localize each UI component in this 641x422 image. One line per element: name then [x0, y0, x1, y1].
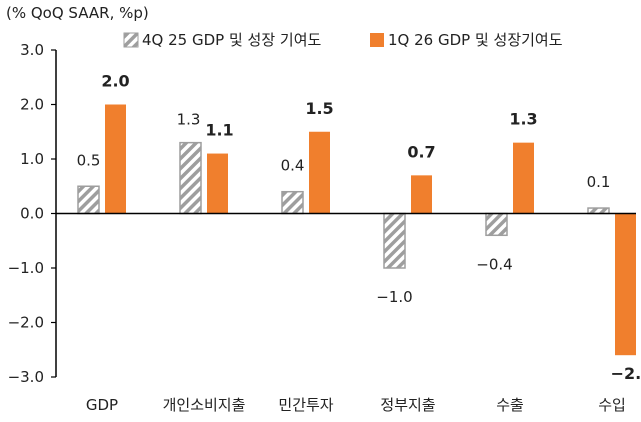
y-tick-label: −2.0 — [8, 314, 44, 332]
x-category-label: 개인소비지출 — [163, 396, 246, 414]
bar-1q26 — [105, 104, 126, 214]
data-label-4q25: 0.4 — [281, 157, 305, 175]
bars — [77, 104, 636, 356]
legend-swatch-1q26 — [370, 33, 384, 47]
y-tick-label: 2.0 — [20, 96, 44, 114]
y-tick-label: 1.0 — [20, 150, 44, 168]
data-label-1q26: 2.0 — [101, 72, 129, 91]
x-category-label: 민간투자 — [278, 396, 333, 414]
data-label-1q26: 1.5 — [305, 99, 333, 118]
x-axis: GDP 개인소비지출 민간투자 정부지출 수출 수입 — [56, 212, 636, 414]
data-label-4q25: −0.4 — [476, 255, 512, 273]
data-label-4q25: 0.5 — [77, 151, 101, 169]
data-label-1q26: 1.3 — [509, 110, 537, 129]
x-category-label: 정부지출 — [380, 396, 435, 414]
bar-1q26 — [411, 175, 432, 214]
bar-4q25 — [77, 185, 100, 215]
bar-4q25 — [485, 212, 508, 237]
bar-1q26 — [207, 153, 228, 214]
x-category-label: 수입 — [598, 396, 626, 414]
legend-label-4q25: 4Q 25 GDP 및 성장 기여도 — [142, 31, 321, 49]
x-category-label: 수출 — [496, 396, 524, 414]
data-label-4q25: 0.1 — [587, 173, 611, 191]
bar-4q25 — [383, 212, 406, 269]
data-labels: 0.52.01.31.10.41.5−1.00.7−0.41.30.1−2.6 — [77, 72, 641, 384]
bar-1q26 — [309, 131, 330, 214]
bar-4q25 — [587, 207, 610, 215]
y-axis: 3.0 2.0 1.0 0.0 −1.0 −2.0 −3.0 — [8, 41, 57, 386]
legend: 4Q 25 GDP 및 성장 기여도 1Q 26 GDP 및 성장기여도 — [123, 31, 563, 49]
unit-label: (% QoQ SAAR, %p) — [6, 4, 149, 22]
data-label-4q25: 1.3 — [177, 111, 201, 129]
data-label-1q26: −2.6 — [611, 364, 641, 383]
y-tick-label: −1.0 — [8, 259, 44, 277]
y-tick-label: −3.0 — [8, 368, 44, 386]
data-label-1q26: 1.1 — [205, 121, 233, 140]
data-label-4q25: −1.0 — [376, 288, 412, 306]
legend-swatch-4q25 — [123, 32, 139, 48]
bar-4q25 — [179, 141, 202, 215]
bar-1q26 — [615, 213, 636, 356]
x-category-label: GDP — [86, 396, 118, 414]
legend-label-1q26: 1Q 26 GDP 및 성장기여도 — [388, 31, 563, 49]
bar-1q26 — [513, 142, 534, 214]
bar-4q25 — [281, 190, 304, 215]
y-tick-label: 0.0 — [20, 205, 44, 223]
data-label-1q26: 0.7 — [407, 142, 435, 161]
y-tick-label: 3.0 — [20, 41, 44, 59]
